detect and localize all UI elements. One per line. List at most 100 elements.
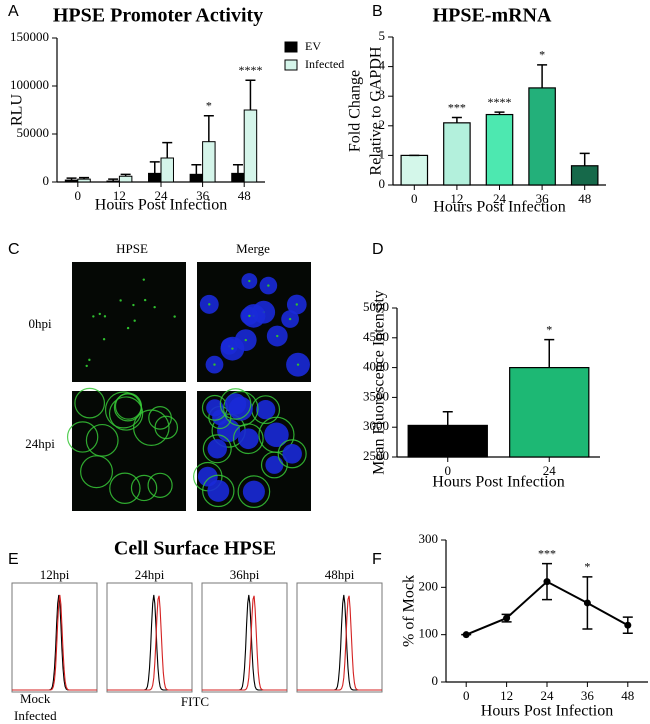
y-tick-label: 100 xyxy=(419,626,439,641)
bar xyxy=(148,172,162,183)
cell-outline xyxy=(109,472,141,504)
y-tick-label: 50000 xyxy=(17,125,50,140)
speck xyxy=(296,363,300,366)
bar xyxy=(443,122,471,186)
significance: * xyxy=(539,48,545,62)
y-tick-label: 2 xyxy=(379,117,386,132)
significance: * xyxy=(206,99,212,113)
y-tick-label: 0 xyxy=(432,673,439,688)
error-bar xyxy=(79,176,90,180)
x-tick-label: 36 xyxy=(536,191,550,206)
x-tick-label: 24 xyxy=(155,188,169,203)
cell-outline xyxy=(260,451,288,479)
cell-outline xyxy=(202,434,232,464)
nucleus xyxy=(242,480,265,503)
cell-outline xyxy=(74,387,106,419)
speck xyxy=(295,303,298,306)
y-tick-label: 0 xyxy=(43,173,50,188)
x-tick-label: 36 xyxy=(581,688,595,703)
point xyxy=(583,599,591,607)
y-tick-label: 3 xyxy=(379,87,386,102)
error-bar xyxy=(120,173,131,177)
x-tick-label: 12 xyxy=(500,688,513,703)
speck xyxy=(248,279,251,283)
y-tick-label: 5 xyxy=(379,28,386,43)
y-axis-label: RLU xyxy=(9,94,26,126)
speck xyxy=(103,315,107,318)
speck xyxy=(98,312,101,316)
error-bar xyxy=(579,152,590,166)
histogram-curve xyxy=(297,595,382,691)
error-bar xyxy=(537,64,548,88)
speck xyxy=(208,303,211,306)
cell-outline xyxy=(108,396,144,431)
error-bar xyxy=(149,161,160,174)
histogram-curve xyxy=(12,594,97,691)
histogram-curve xyxy=(107,594,192,691)
speck xyxy=(142,278,145,281)
x-tick-label: 24 xyxy=(543,463,557,478)
cell-outline xyxy=(277,439,307,469)
y-axis-label: Relative to GAPDH xyxy=(368,46,385,175)
legend-label: Infected xyxy=(305,57,344,71)
cell-outline xyxy=(237,475,271,508)
cell-outline xyxy=(85,423,119,457)
timepoint-label: 12hpi xyxy=(40,567,70,582)
x-tick-label: 12 xyxy=(450,191,463,206)
bar xyxy=(243,109,258,183)
speck xyxy=(85,364,88,368)
y-tick-label: 1 xyxy=(379,146,386,161)
cell-outline xyxy=(219,388,252,420)
legend-swatch xyxy=(284,41,298,53)
bar xyxy=(407,424,488,458)
bar xyxy=(485,113,514,186)
nucleus xyxy=(255,399,276,420)
chart-title: HPSE Promoter Activity xyxy=(53,5,263,27)
column-label: Merge xyxy=(236,241,270,256)
x-tick-label: 48 xyxy=(621,688,634,703)
panel-letter: A xyxy=(8,3,19,20)
panel-letter: E xyxy=(8,551,19,568)
bar xyxy=(118,175,133,183)
x-tick-label: 24 xyxy=(541,688,555,703)
x-tick-label: 0 xyxy=(75,188,82,203)
error-bar xyxy=(442,410,453,426)
cell-outline xyxy=(202,474,235,508)
y-tick-label: 2500 xyxy=(363,448,389,463)
speck xyxy=(132,303,135,307)
bar xyxy=(160,157,174,183)
bar xyxy=(509,367,590,458)
histogram-curve xyxy=(297,594,382,691)
panel-letter: D xyxy=(372,241,384,258)
significance: *** xyxy=(448,100,466,114)
bar xyxy=(528,87,556,186)
y-tick-label: 100000 xyxy=(10,77,49,92)
error-bar xyxy=(108,178,119,182)
nucleus xyxy=(265,455,284,474)
significance: * xyxy=(546,322,552,336)
micrograph xyxy=(72,262,186,382)
flow-title: Cell Surface HPSE xyxy=(114,538,276,560)
speck xyxy=(213,363,216,366)
speck xyxy=(88,358,91,362)
x-tick-label: 0 xyxy=(463,688,470,703)
cell-outline xyxy=(66,421,99,453)
y-tick-label: 200 xyxy=(419,578,439,593)
histogram-frame xyxy=(106,582,193,693)
speck xyxy=(119,299,122,302)
y-tick-label: 300 xyxy=(419,531,439,546)
nucleus xyxy=(282,444,302,464)
speck xyxy=(173,315,176,318)
cell-outline xyxy=(113,393,142,422)
y-tick-label: 0 xyxy=(379,176,386,191)
column-label: HPSE xyxy=(116,241,148,256)
histogram-curve xyxy=(202,595,287,691)
histogram-frame xyxy=(201,582,288,693)
error-bar xyxy=(191,163,202,175)
panel-letter: F xyxy=(372,551,382,568)
y-tick-label: 3000 xyxy=(363,418,389,433)
point xyxy=(624,621,632,629)
bar xyxy=(570,165,599,186)
error-bar xyxy=(494,111,505,115)
